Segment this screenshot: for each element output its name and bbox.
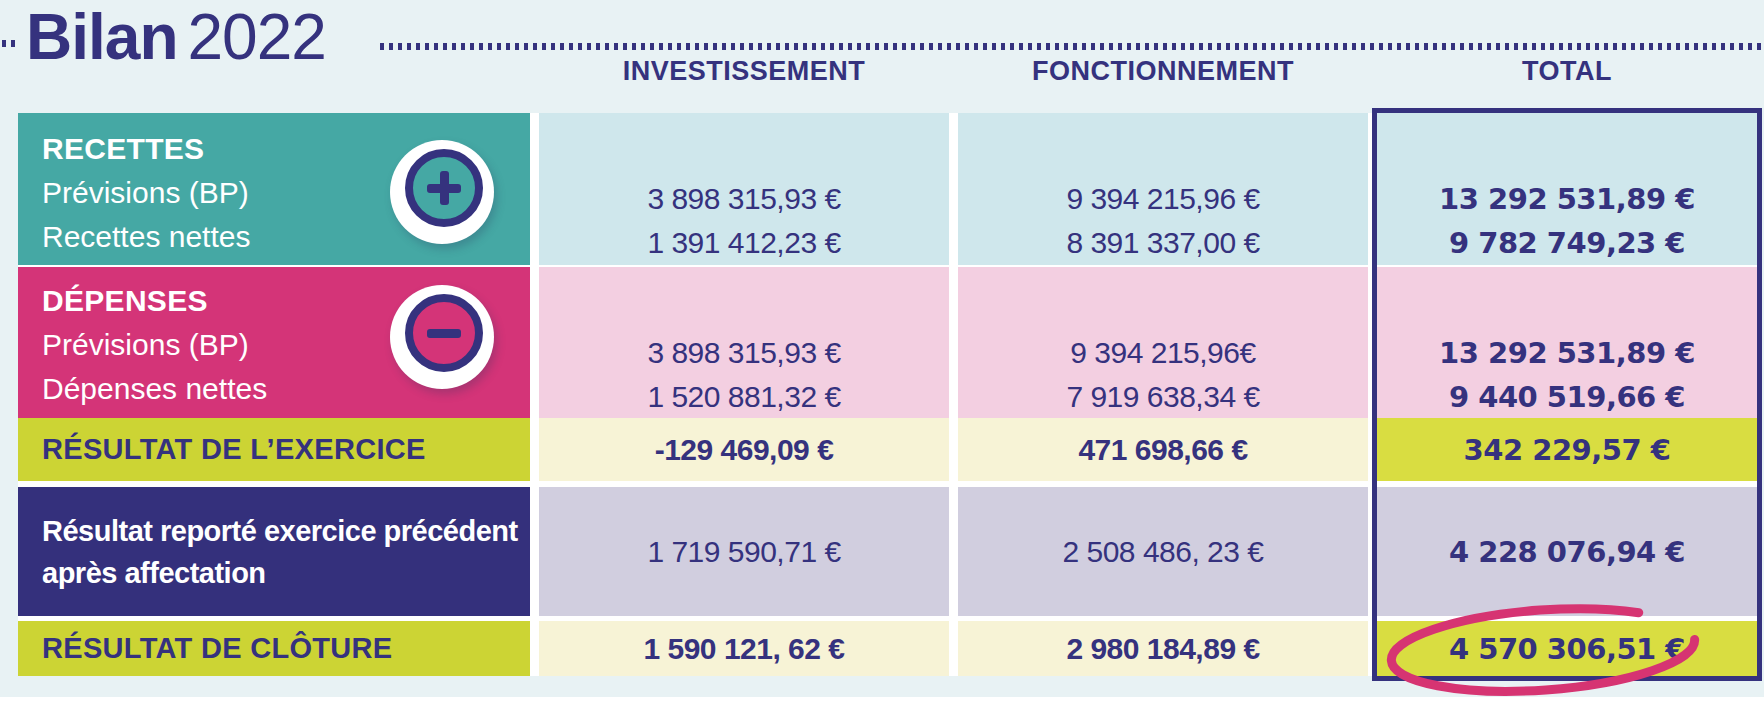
column-header-spacer [18,56,530,87]
cell-recettes-total: 13 292 531,89 € 9 782 749,23 € [1377,113,1757,265]
row-title: RÉSULTAT DE L’EXERCICE [42,433,426,466]
table-row-depenses: DÉPENSES Prévisions (BP) Dépenses nettes… [18,267,1757,412]
value-line: 342 229,57 € [1464,433,1671,467]
cell-depenses-investissement: 3 898 315,93 € 1 520 881,32 € [539,267,949,419]
value-line: -129 469,09 € [655,433,834,467]
column-header-total: TOTAL [1377,56,1757,87]
value-line: 4 228 076,94 € [1449,535,1685,569]
value-line: 2 508 486, 23 € [1062,535,1263,569]
value-line: 13 292 531,89 € [1377,177,1757,221]
plus-circle-ring [405,149,483,227]
cell-resultat-exercice-total: 342 229,57 € [1377,418,1757,481]
value-line: 7 919 638,34 € [958,375,1368,419]
row-label-depenses: DÉPENSES Prévisions (BP) Dépenses nettes [18,267,530,419]
value-line: 1 719 590,71 € [647,535,840,569]
column-header-investissement: INVESTISSEMENT [539,56,949,87]
value-line: 2 980 184,89 € [1066,632,1259,666]
value-line: 9 440 519,66 € [1377,375,1757,419]
bilan-table: RECETTES Prévisions (BP) Recettes nettes… [18,113,1757,676]
value-line: 1 590 121, 62 € [643,632,844,666]
value-line: 9 394 215,96€ [958,331,1368,375]
row-title-line: Résultat reporté exercice précédent [42,510,530,552]
row-label-recettes: RECETTES Prévisions (BP) Recettes nettes [18,113,530,265]
cell-resultat-reporte-total: 4 228 076,94 € [1377,487,1757,616]
cell-resultat-cloture-investissement: 1 590 121, 62 € [539,621,949,676]
plus-glyph [426,170,462,206]
minus-circle-icon [390,285,494,389]
minus-circle-ring [405,294,483,372]
value-line: 9 782 749,23 € [1377,221,1757,265]
cell-resultat-cloture-total: 4 570 306,51 € [1377,621,1757,676]
value-line: 3 898 315,93 € [539,177,949,221]
row-title: RÉSULTAT DE CLÔTURE [42,632,392,665]
value-line: 471 698,66 € [1078,433,1247,467]
row-label-resultat-reporte: Résultat reporté exercice précédent aprè… [18,487,530,616]
cell-resultat-reporte-fonctionnement: 2 508 486, 23 € [958,487,1368,616]
value-line: 4 570 306,51 € [1449,632,1685,666]
cell-recettes-investissement: 3 898 315,93 € 1 391 412,23 € [539,113,949,265]
value-line: 9 394 215,96 € [958,177,1368,221]
row-label-resultat-exercice: RÉSULTAT DE L’EXERCICE [18,418,530,481]
dotted-leader-right [380,43,1764,50]
table-row-recettes: RECETTES Prévisions (BP) Recettes nettes… [18,113,1757,262]
cell-resultat-cloture-fonctionnement: 2 980 184,89 € [958,621,1368,676]
value-line: 1 391 412,23 € [539,221,949,265]
table-row-resultat-cloture: RÉSULTAT DE CLÔTURE 1 590 121, 62 € 2 98… [18,621,1757,676]
cell-recettes-fonctionnement: 9 394 215,96 € 8 391 337,00 € [958,113,1368,265]
value-line: 13 292 531,89 € [1377,331,1757,375]
value-line: 1 520 881,32 € [539,375,949,419]
table-row-resultat-reporte: Résultat reporté exercice précédent aprè… [18,487,1757,616]
cell-resultat-exercice-investissement: -129 469,09 € [539,418,949,481]
row-title-line: après affectation [42,552,530,594]
minus-glyph [426,315,462,351]
column-header-fonctionnement: FONCTIONNEMENT [958,56,1368,87]
column-headers: INVESTISSEMENT FONCTIONNEMENT TOTAL [18,56,1757,87]
value-line: 3 898 315,93 € [539,331,949,375]
cell-resultat-exercice-fonctionnement: 471 698,66 € [958,418,1368,481]
cell-depenses-total: 13 292 531,89 € 9 440 519,66 € [1377,267,1757,419]
row-label-resultat-cloture: RÉSULTAT DE CLÔTURE [18,621,530,676]
dotted-leader-left [2,40,17,47]
cell-depenses-fonctionnement: 9 394 215,96€ 7 919 638,34 € [958,267,1368,419]
footer-strip [0,697,1764,710]
value-line: 8 391 337,00 € [958,221,1368,265]
plus-circle-icon [390,140,494,244]
table-row-resultat-exercice: RÉSULTAT DE L’EXERCICE -129 469,09 € 471… [18,418,1757,481]
cell-resultat-reporte-investissement: 1 719 590,71 € [539,487,949,616]
